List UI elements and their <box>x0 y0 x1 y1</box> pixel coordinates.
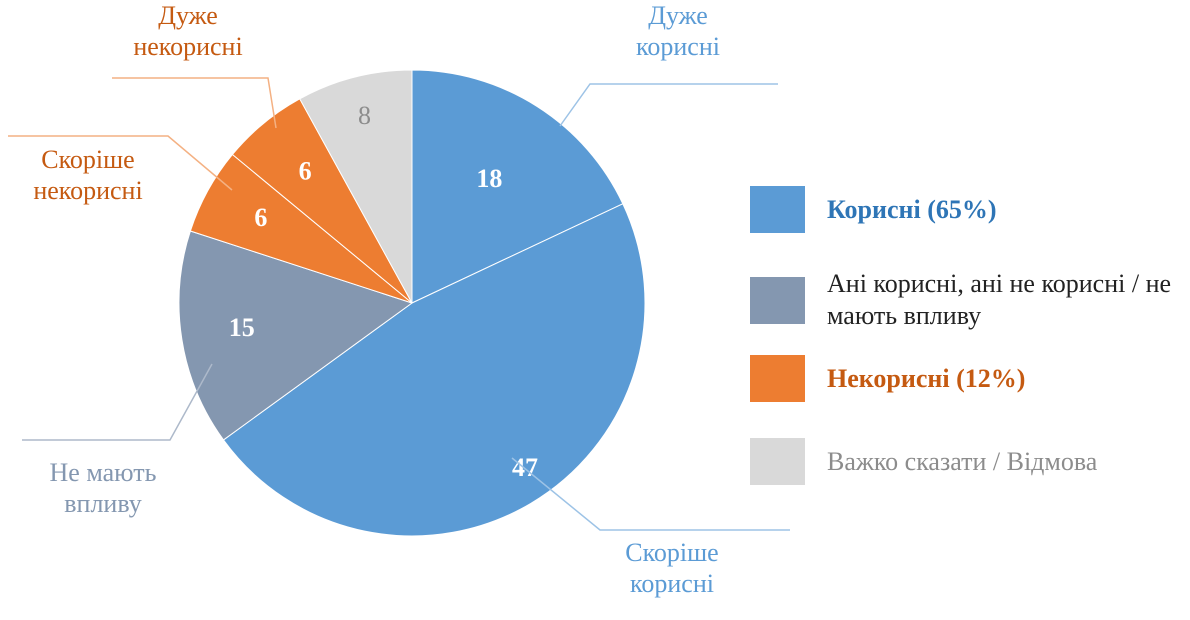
callout-leader-line <box>559 83 778 127</box>
slice-value-label: 18 <box>476 164 502 193</box>
callout-leader-line <box>22 363 213 441</box>
legend-item-hard-to-say: Важко сказати / Відмова <box>750 438 1097 485</box>
slice-value-label: 6 <box>254 203 267 232</box>
pie-slice <box>411 69 624 304</box>
callout-label: Дуже корисні <box>636 1 720 61</box>
callout-label: Не мають впливу <box>50 458 157 518</box>
pie-slice <box>299 69 413 304</box>
pie-slice <box>222 203 646 537</box>
slice-value-label: 15 <box>229 313 255 342</box>
slice-value-label: 8 <box>358 101 371 130</box>
legend-item-useless: Некорисні (12%) <box>750 355 1025 402</box>
legend-item-useful: Корисні (65%) <box>750 186 997 233</box>
callout-leader-line <box>511 457 790 531</box>
legend-swatch <box>750 355 805 402</box>
slice-value-labels: 18 47 15 6 6 8 <box>229 101 538 482</box>
legend-swatch <box>750 438 805 485</box>
legend-swatch <box>750 276 805 324</box>
legend-item-neutral: Ані корисні, ані не корисні / не мають в… <box>750 268 1187 332</box>
callout-leader-line <box>112 77 277 129</box>
slice-value-label: 47 <box>512 453 538 482</box>
callout-label: Скоріше некорисні <box>33 145 142 205</box>
pie-slice <box>178 230 414 441</box>
legend-label: Корисні (65%) <box>827 194 997 224</box>
slice-value-label: 6 <box>299 157 312 186</box>
pie-slices <box>178 69 646 537</box>
legend-label: Важко сказати / Відмова <box>827 446 1098 476</box>
callout-labels: Дуже корисні Скоріше корисні Не мають впливу С… <box>33 1 720 598</box>
callout-leaders <box>8 77 790 531</box>
legend-label: Ані корисні, ані не корисні / не мають в… <box>827 269 1172 330</box>
legend-label: Некорисні (12%) <box>827 363 1026 393</box>
callout-label: Дуже некорисні <box>133 1 242 61</box>
callout-label: Скоріше корисні <box>625 538 718 598</box>
legend-swatch <box>750 186 805 233</box>
callout-leader-line <box>8 135 233 191</box>
